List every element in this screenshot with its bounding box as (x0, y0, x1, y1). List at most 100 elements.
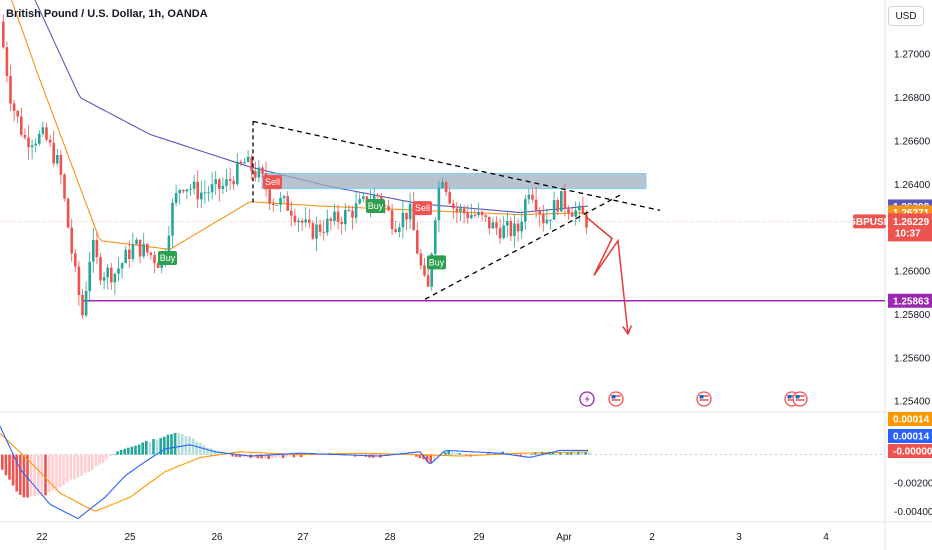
macd-histogram-bar (37, 454, 40, 495)
candle (272, 198, 275, 212)
macd-histogram-bar (181, 433, 184, 455)
macd-histogram-bar (235, 454, 238, 457)
candle-body (128, 249, 131, 260)
candle (354, 191, 358, 224)
candle-body (286, 196, 289, 211)
price-tick-label: 1.26800 (894, 93, 931, 104)
candle (437, 180, 441, 233)
candle-body (106, 267, 109, 278)
buy-sell-signals: Sell Buy Buy Sell Buy (158, 175, 446, 270)
macd-histogram-bar (47, 454, 51, 493)
buy-signal-label: Buy (429, 257, 445, 267)
candle (387, 199, 390, 212)
candle-body (210, 184, 214, 193)
candle-body (491, 222, 495, 229)
candle-body (315, 224, 318, 239)
candle-body (228, 179, 232, 181)
macd-histogram-bar (537, 452, 540, 455)
candle-body (146, 243, 149, 253)
candle (520, 211, 523, 239)
candle-body (318, 224, 322, 232)
price-tag: 1.25863 (888, 293, 932, 308)
macd-histogram-bar (137, 444, 141, 455)
candle-body (333, 211, 336, 221)
candle (207, 185, 210, 202)
candle-body (434, 220, 437, 254)
candle-body (63, 174, 66, 199)
macd-histogram-bar (163, 436, 166, 455)
macd-histogram-bar (584, 451, 587, 455)
price-tag-box (888, 213, 932, 242)
candle-body (437, 187, 441, 221)
flag-canton (787, 395, 792, 399)
buy-signal-box (427, 255, 446, 270)
candle-body (30, 145, 34, 148)
candle-body (545, 219, 549, 224)
candle-body (347, 210, 351, 212)
candle-body (149, 252, 153, 256)
candle-body (120, 263, 124, 269)
candle (308, 209, 311, 229)
macd-histogram-bar (141, 442, 144, 455)
macd-histogram-bar (105, 454, 108, 460)
candle (506, 210, 509, 238)
macd-histogram-bar (487, 453, 490, 455)
candle-body (520, 221, 523, 232)
price-axis[interactable]: 1.27000 1.26800 1.26600 1.26400 1.26000 1.258… (894, 50, 932, 518)
candle (146, 243, 149, 257)
macd-histogram-bar (134, 445, 137, 455)
candle-body (516, 223, 520, 232)
candle-body (290, 210, 293, 216)
macd-histogram-bar (127, 447, 130, 455)
forecast-arrow-head (622, 325, 633, 336)
macd-histogram-bar (199, 442, 202, 455)
candle (246, 150, 250, 163)
candle (502, 215, 505, 240)
candle-body (225, 179, 228, 186)
candle-body (387, 206, 390, 211)
candle-body (250, 156, 253, 172)
candle-body (480, 211, 484, 216)
candle (102, 272, 106, 290)
macd-histogram-bar (220, 451, 224, 455)
candle-body (178, 189, 181, 194)
candle (542, 204, 545, 232)
candle-body (390, 210, 394, 230)
time-tick-label: 28 (384, 532, 396, 543)
macd-histogram-bar (69, 454, 72, 480)
candle (185, 188, 189, 200)
macd-histogram-bar (11, 454, 15, 486)
candle-body (196, 181, 199, 200)
candle-body (207, 192, 210, 194)
macd-histogram-bar (155, 439, 159, 455)
buy-signal: Buy (158, 251, 177, 266)
macd-histogram-bar (569, 452, 573, 455)
macd-histogram-bar (433, 454, 436, 461)
macd-histogram-bar (260, 454, 263, 459)
macd-histogram-bar (458, 453, 461, 455)
candle (362, 191, 365, 203)
buy-signal: Buy (427, 255, 446, 270)
flag-canton (611, 395, 616, 399)
candle-body (542, 214, 545, 224)
candlestick-series (2, 14, 588, 319)
candle (2, 14, 5, 49)
macd-histogram-bar (145, 440, 148, 455)
currency-button[interactable]: USD (888, 6, 924, 26)
candle-body (59, 155, 63, 175)
candle (95, 231, 99, 265)
price-levels (83, 172, 885, 302)
candle-body (74, 253, 77, 267)
candle (275, 204, 279, 206)
candle-body (88, 261, 91, 291)
macd-histogram-bar (87, 454, 90, 472)
macd-histogram-bar (152, 439, 155, 455)
macd-histogram-bar (65, 454, 69, 483)
macd-histogram-bar (523, 454, 526, 456)
candle (38, 130, 41, 146)
time-tick-label: 25 (124, 532, 136, 543)
time-axis[interactable]: 22 25 26 27 28 29 Apr 2 3 4 (36, 532, 829, 543)
candle (452, 199, 455, 220)
macd-histogram-bar (231, 454, 234, 457)
